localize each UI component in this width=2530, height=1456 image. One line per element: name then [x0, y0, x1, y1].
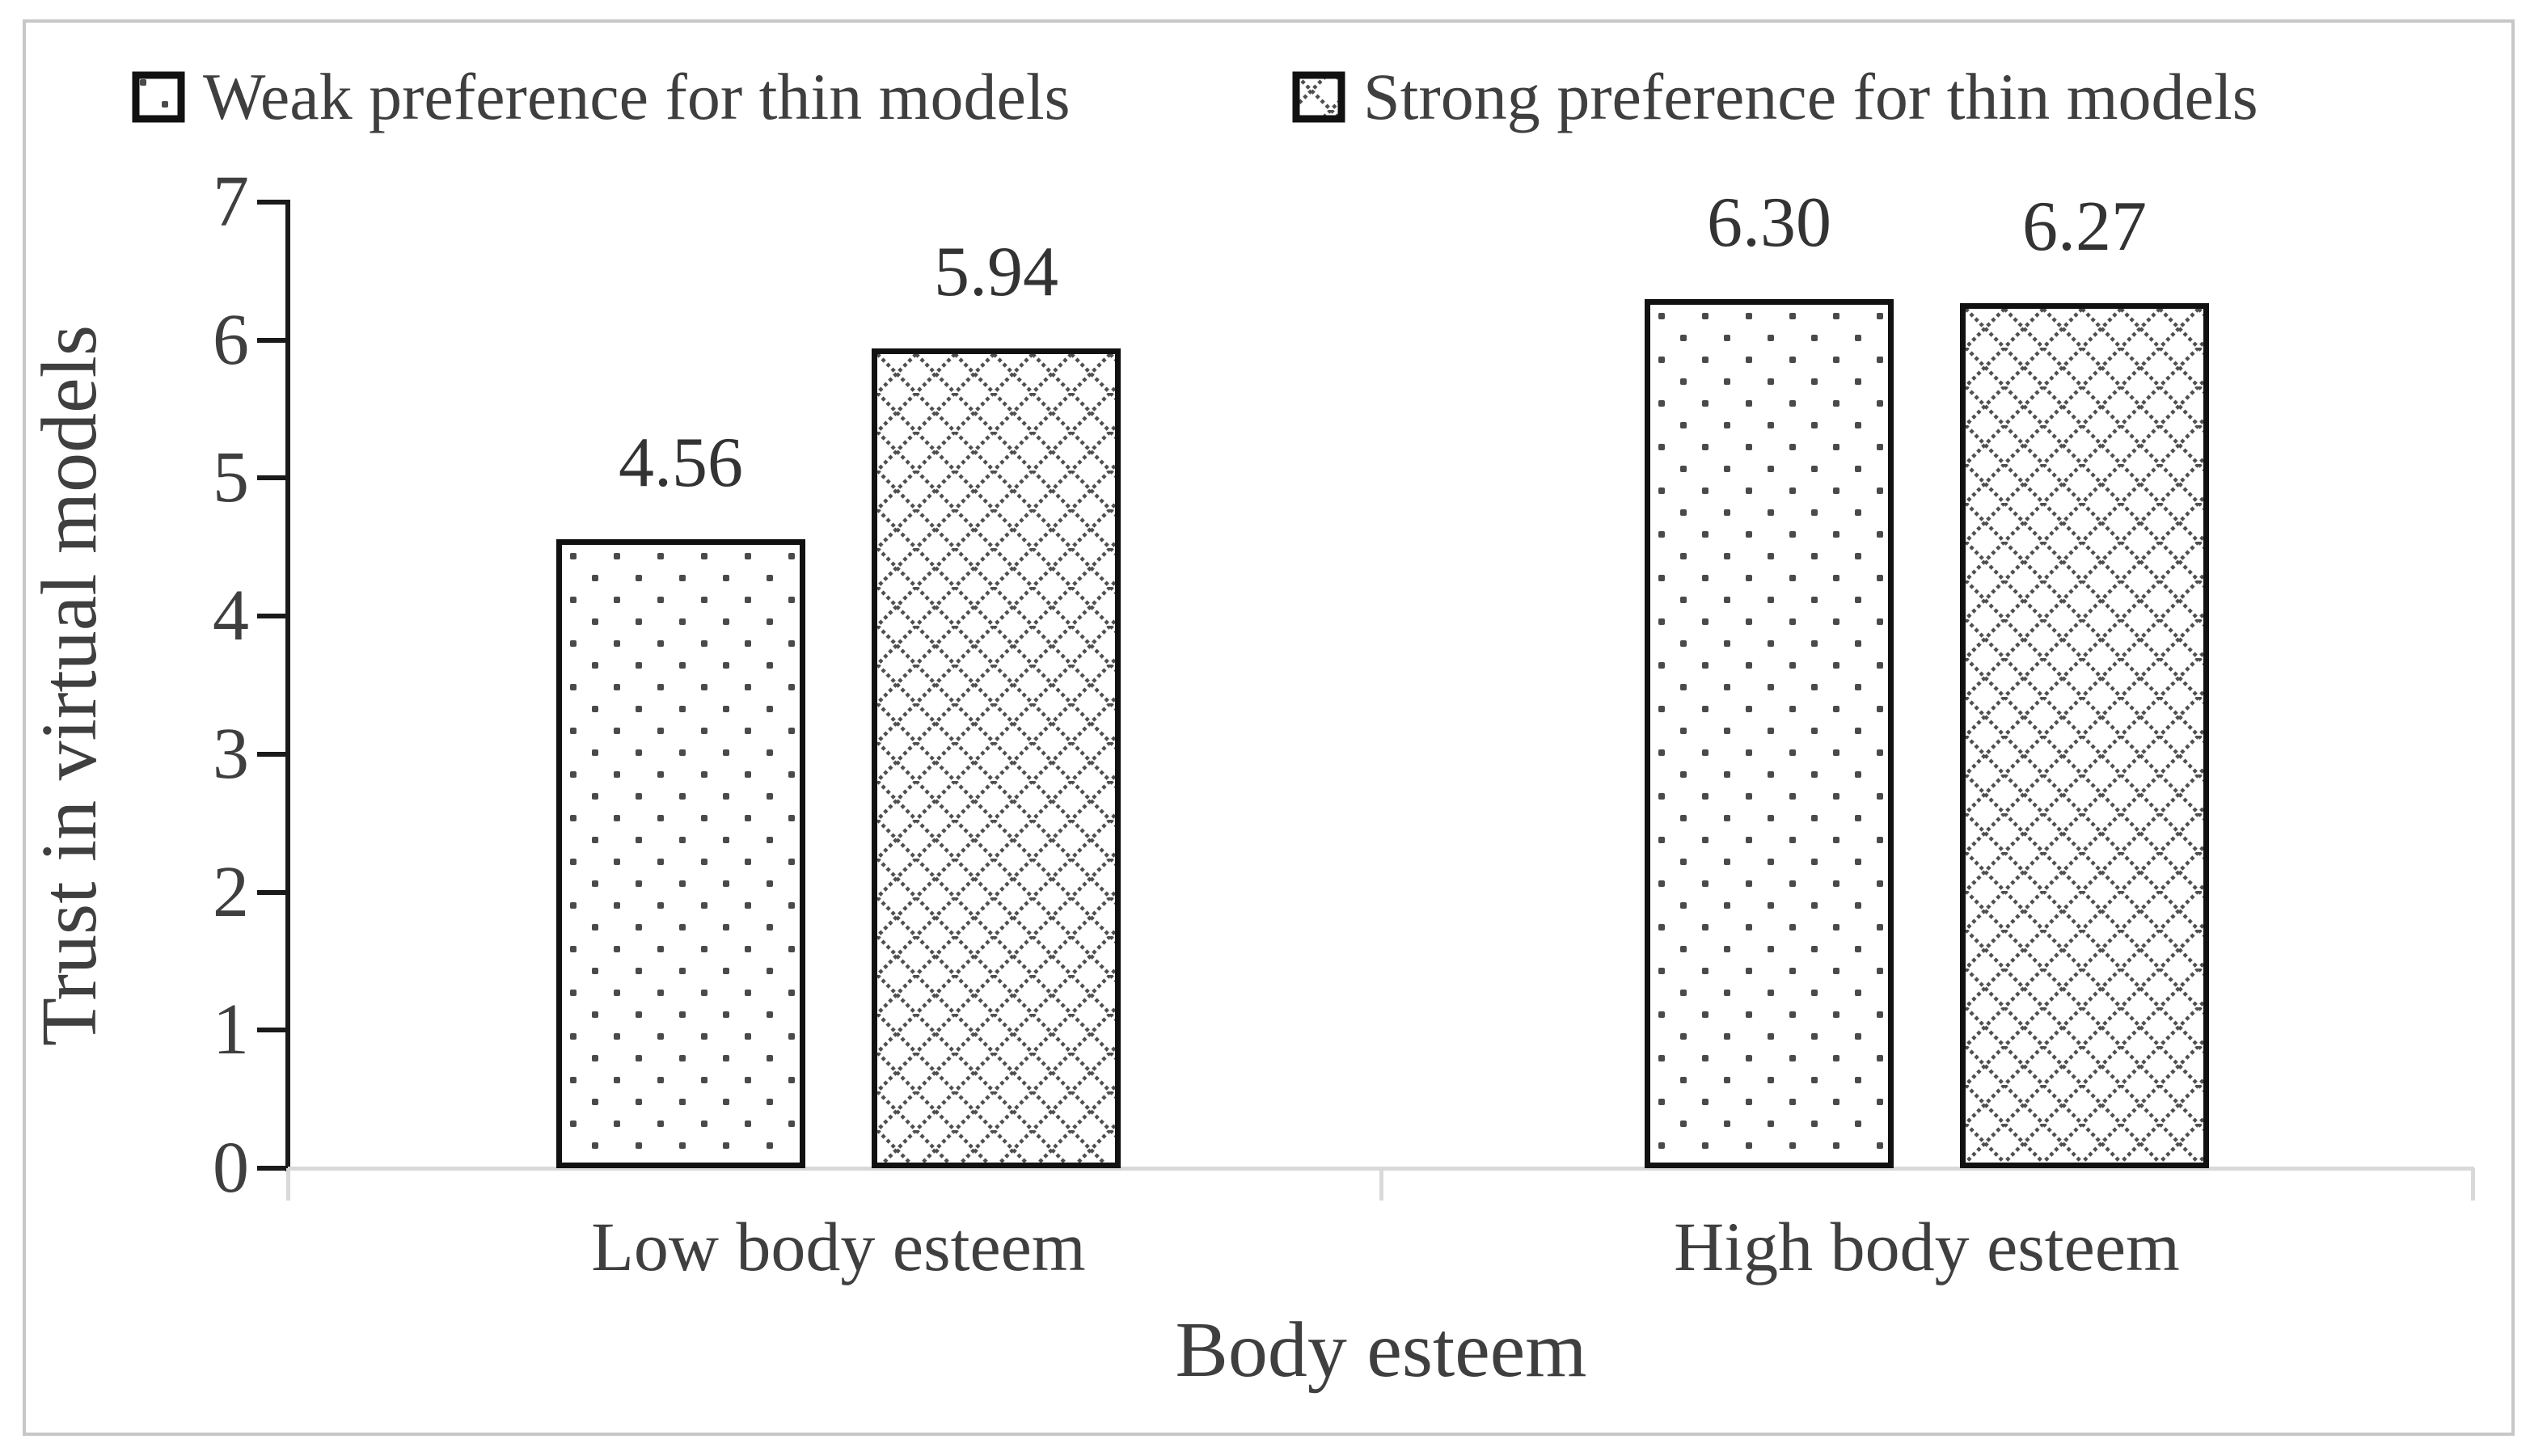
y-tick-mark — [257, 889, 289, 895]
bar-value-label: 6.27 — [2022, 187, 2147, 266]
x-category-label-high: High body esteem — [1674, 1208, 2180, 1285]
y-tick-label: 3 — [213, 713, 249, 794]
y-tick-mark — [257, 614, 289, 619]
x-axis-tick — [286, 1168, 290, 1201]
bar-strong-high-body-esteem — [1960, 302, 2209, 1168]
y-tick-mark — [257, 200, 289, 205]
x-axis-tick — [1379, 1168, 1383, 1201]
legend-item-weak: Weak preference for thin models — [132, 55, 1071, 139]
y-tick-mark — [257, 1166, 289, 1171]
y-tick-label: 6 — [213, 299, 249, 380]
legend-item-strong: Strong preference for thin models — [1292, 55, 2258, 139]
y-tick-label: 4 — [213, 576, 249, 656]
x-axis-tick — [2471, 1168, 2475, 1201]
y-tick-label: 2 — [213, 851, 249, 932]
y-tick-label: 5 — [213, 437, 249, 518]
y-tick-mark — [257, 751, 289, 757]
bar-value-label: 4.56 — [619, 423, 743, 502]
y-tick-mark — [257, 475, 289, 481]
bar-value-label: 6.30 — [1707, 183, 1831, 262]
x-category-label-low: Low body esteem — [591, 1208, 1086, 1285]
legend-label-weak: Weak preference for thin models — [203, 60, 1071, 133]
y-tick-label: 1 — [213, 990, 249, 1070]
x-axis-title: Body esteem — [1175, 1306, 1587, 1394]
legend-label-strong: Strong preference for thin models — [1363, 60, 2258, 133]
bar-strong-low-body-esteem — [872, 348, 1121, 1168]
y-tick-label: 0 — [213, 1128, 249, 1208]
legend-swatch-dotted-icon — [132, 71, 185, 123]
y-tick-label: 7 — [213, 162, 249, 242]
y-tick-mark — [257, 1028, 289, 1033]
bar-weak-low-body-esteem — [556, 538, 805, 1168]
bar-weak-high-body-esteem — [1645, 298, 1894, 1168]
y-axis-line — [285, 200, 290, 1171]
y-tick-mark — [257, 337, 289, 343]
bar-value-label: 5.94 — [934, 232, 1058, 311]
legend-swatch-crosshatch-icon — [1292, 71, 1345, 123]
